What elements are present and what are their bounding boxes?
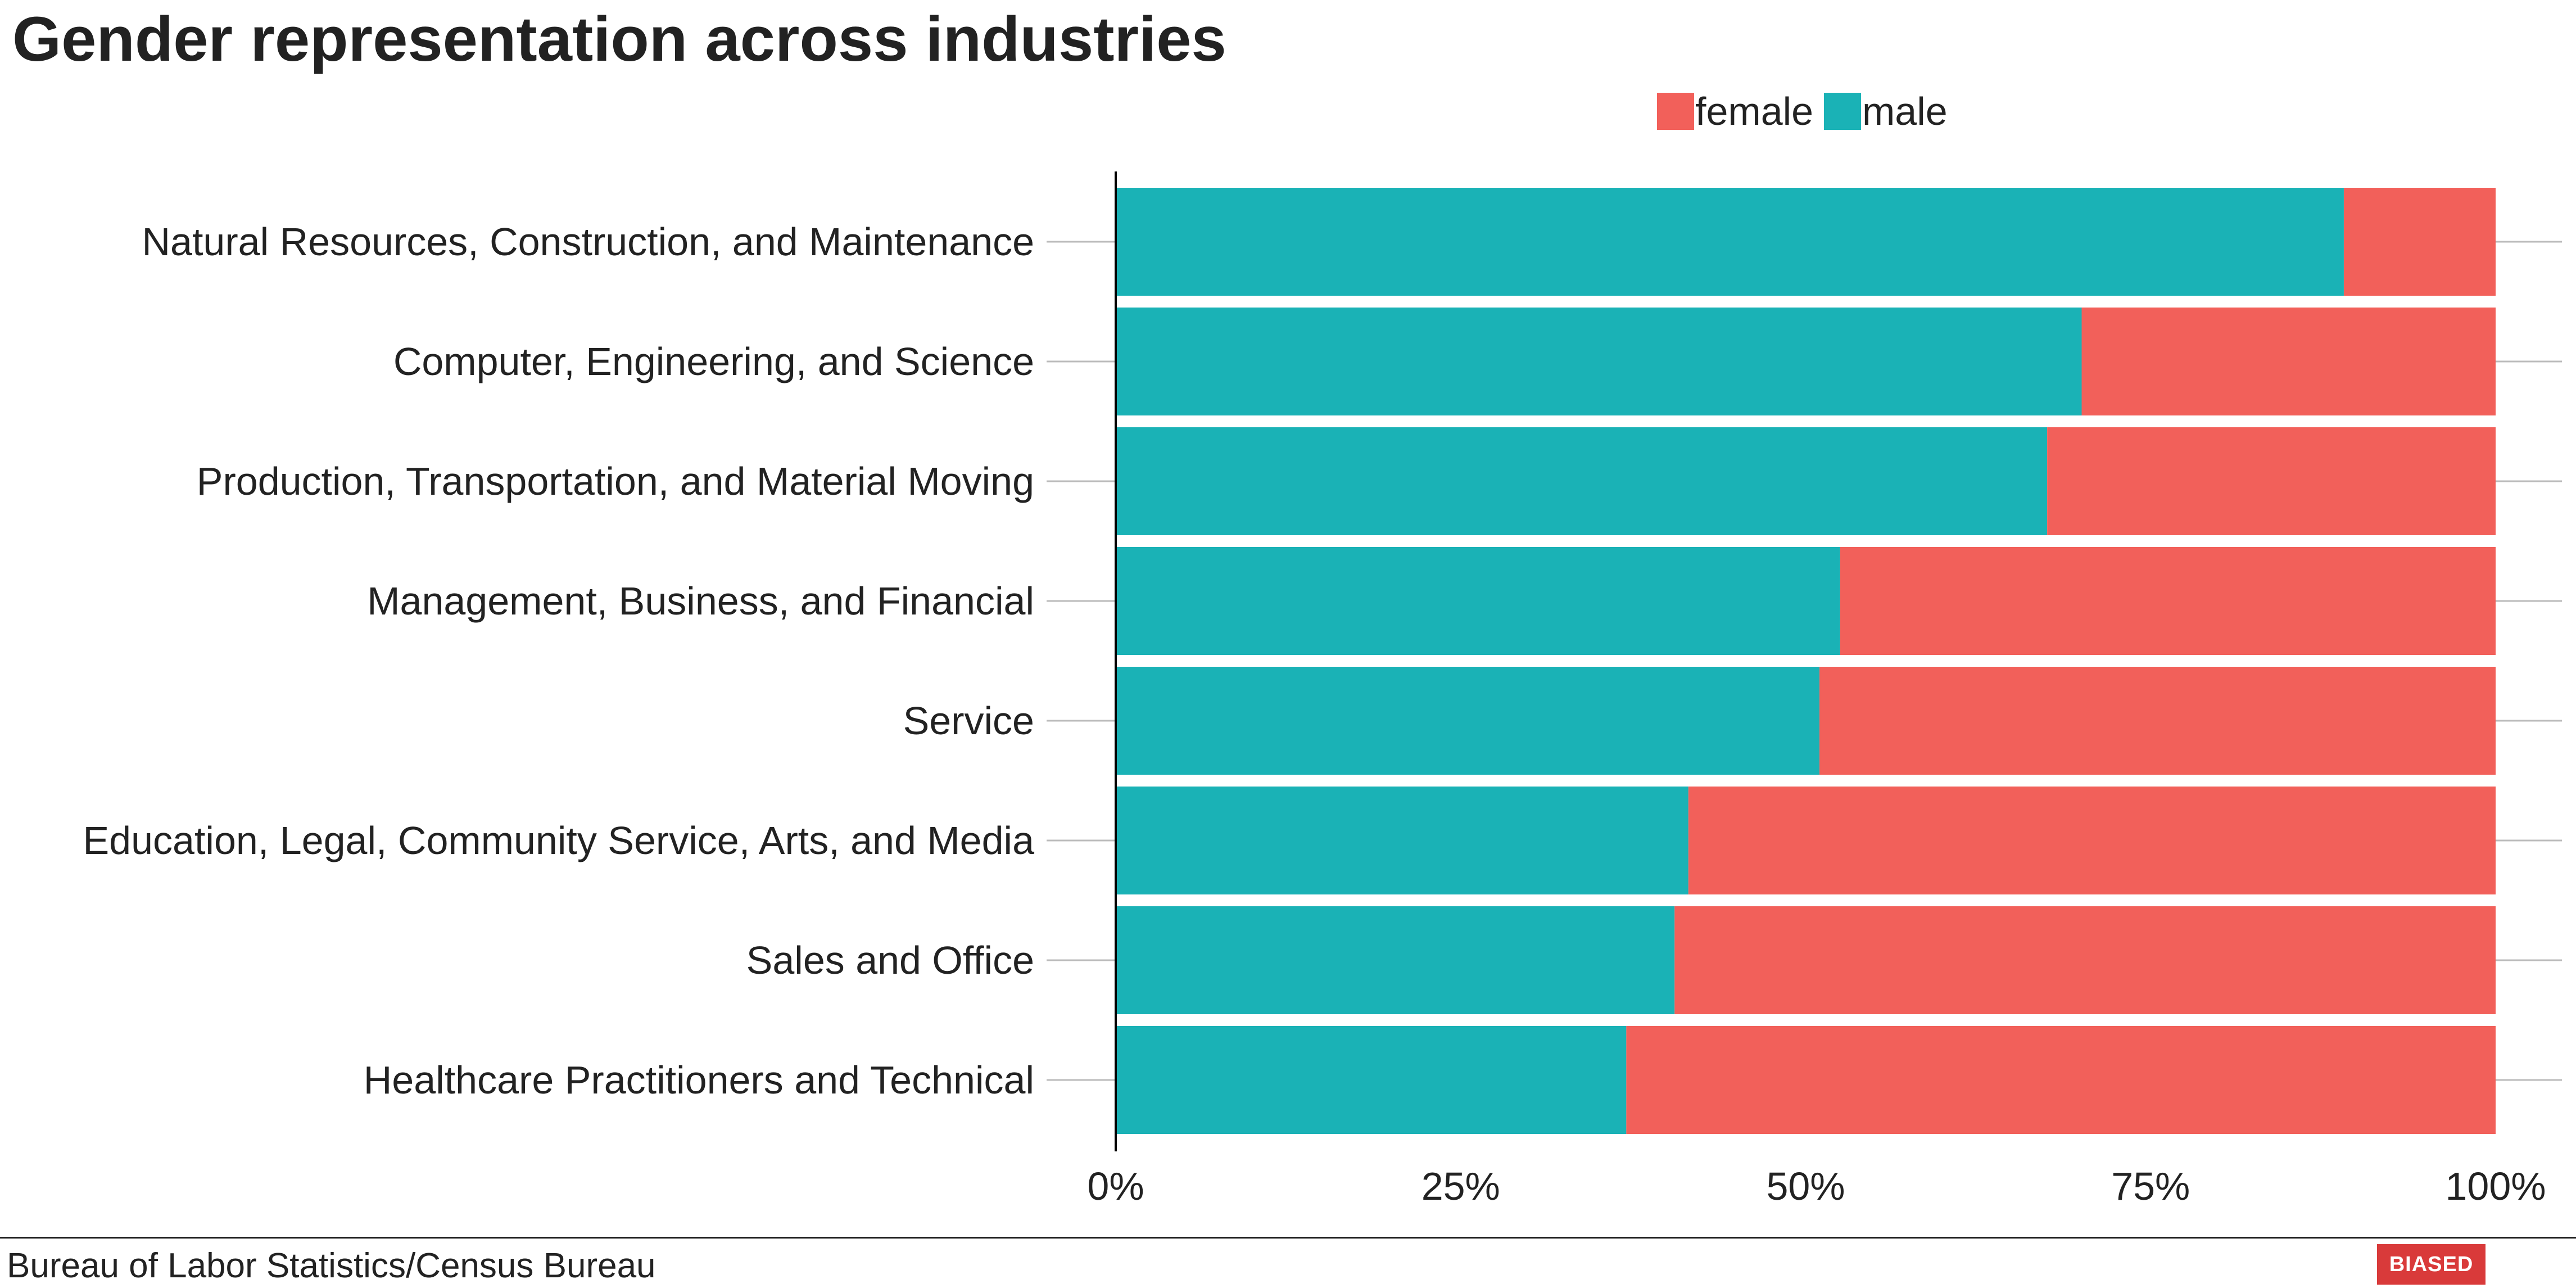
legend-swatch-female [1657, 93, 1694, 130]
bars [1116, 188, 2496, 1134]
bar-female [1819, 667, 2496, 775]
bar-male [1116, 906, 1675, 1014]
bar-female [1674, 906, 2496, 1014]
bar-female [1626, 1026, 2496, 1134]
bar-male [1116, 1026, 1627, 1134]
bar-female [2047, 427, 2496, 535]
chart-title: Gender representation across industries [12, 4, 1226, 74]
x-tick-label: 75% [2111, 1164, 2190, 1208]
source-note: Bureau of Labor Statistics/Census Bureau [7, 1246, 656, 1285]
x-axis: 0% 25% 50% 75% 100% [1087, 171, 2546, 1208]
x-tick-label: 100% [2445, 1164, 2546, 1208]
bar-male [1116, 547, 1840, 655]
bar-male [1116, 667, 1820, 775]
legend-label-male: male [1862, 89, 1948, 133]
bar-female [1840, 547, 2496, 655]
category-label: Education, Legal, Community Service, Art… [83, 819, 1034, 862]
category-label: Management, Business, and Financial [367, 579, 1034, 623]
category-label: Production, Transportation, and Material… [197, 459, 1034, 503]
bar-female [2343, 188, 2496, 296]
bar-male [1116, 787, 1688, 894]
bar-male [1116, 308, 2082, 415]
category-label: Computer, Engineering, and Science [393, 340, 1034, 383]
bar-male [1116, 427, 2048, 535]
bar-female [2081, 308, 2496, 415]
x-tick-label: 25% [1421, 1164, 1500, 1208]
x-tick-label: 0% [1087, 1164, 1144, 1208]
legend-swatch-male [1824, 93, 1861, 130]
category-label: Service [903, 699, 1034, 743]
category-label: Sales and Office [746, 938, 1034, 982]
category-label: Natural Resources, Construction, and Mai… [142, 220, 1034, 264]
footer-rule [0, 1237, 2576, 1239]
bar-female [1688, 787, 2496, 894]
category-label: Healthcare Practitioners and Technical [364, 1058, 1034, 1102]
biased-badge: BIASED [2377, 1244, 2486, 1285]
legend-label-female: female [1695, 89, 1813, 133]
bar-male [1116, 188, 2344, 296]
x-tick-label: 50% [1766, 1164, 1845, 1208]
category-ticks: Natural Resources, Construction, and Mai… [83, 220, 2562, 1102]
legend: female male [1657, 89, 1948, 133]
